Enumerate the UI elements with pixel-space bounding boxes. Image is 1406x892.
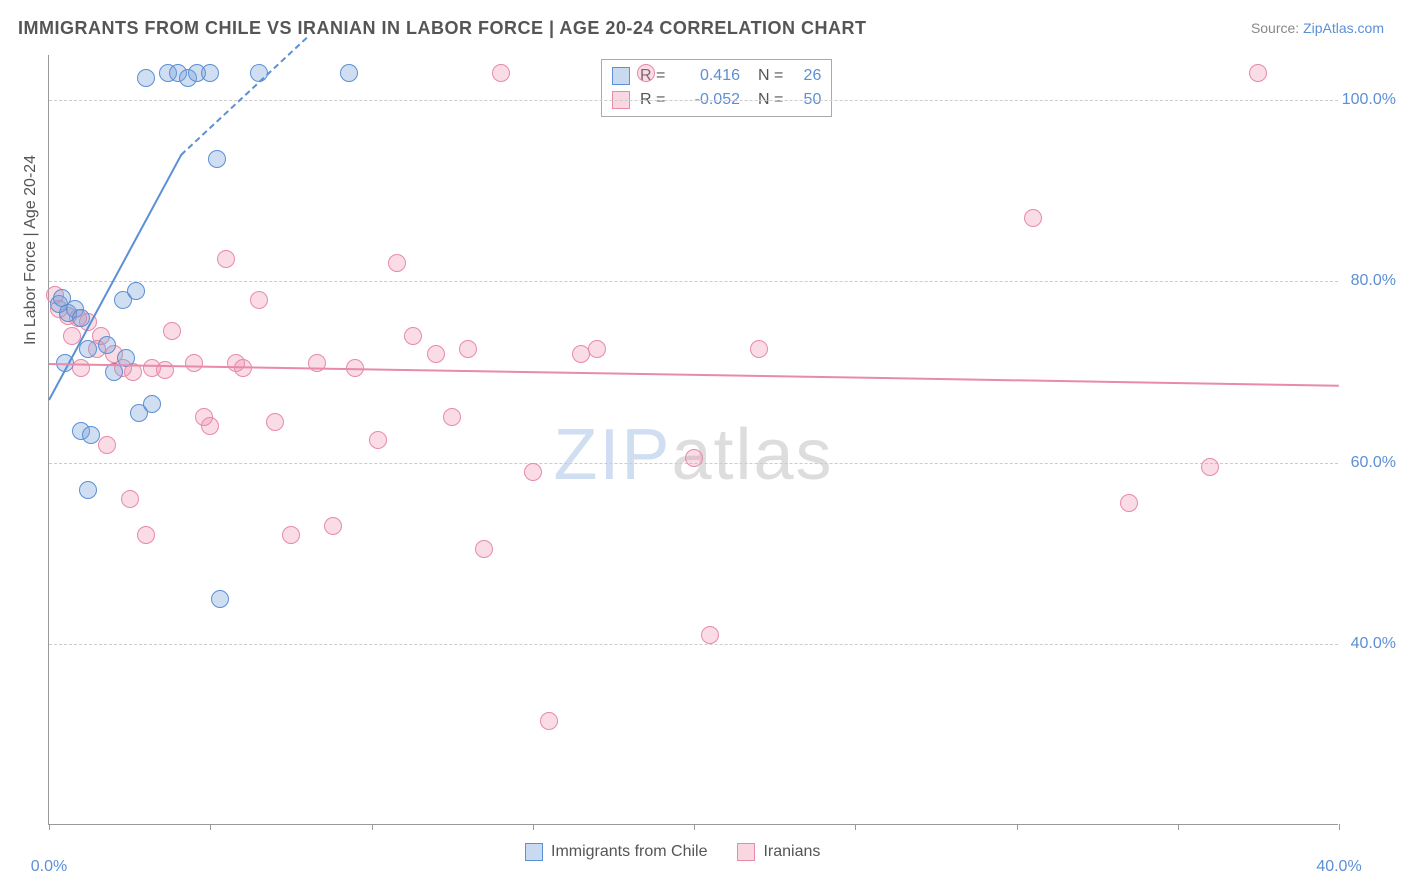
y-axis-title: In Labor Force | Age 20-24 <box>22 155 40 345</box>
x-tick <box>1178 824 1179 830</box>
gridline <box>49 644 1338 645</box>
x-tick <box>372 824 373 830</box>
series-legend: Immigrants from Chile Iranians <box>525 843 820 861</box>
data-point-iran <box>404 327 422 345</box>
data-point-iran <box>750 340 768 358</box>
data-point-chile <box>208 150 226 168</box>
chart-container: IMMIGRANTS FROM CHILE VS IRANIAN IN LABO… <box>0 0 1406 892</box>
data-point-iran <box>1120 494 1138 512</box>
data-point-iran <box>121 490 139 508</box>
x-tick <box>1017 824 1018 830</box>
data-point-iran <box>459 340 477 358</box>
x-tick <box>210 824 211 830</box>
data-point-chile <box>137 69 155 87</box>
data-point-chile <box>143 395 161 413</box>
data-point-iran <box>195 408 213 426</box>
data-point-iran <box>685 449 703 467</box>
x-tick-label: 0.0% <box>31 858 67 876</box>
data-point-iran <box>137 526 155 544</box>
data-point-chile <box>79 340 97 358</box>
swatch-iran <box>737 843 755 861</box>
data-point-iran <box>388 254 406 272</box>
gridline <box>49 281 1338 282</box>
source-link[interactable]: ZipAtlas.com <box>1303 20 1384 36</box>
y-tick-label: 80.0% <box>1351 272 1396 290</box>
data-point-chile <box>340 64 358 82</box>
data-point-iran <box>324 517 342 535</box>
data-point-iran <box>475 540 493 558</box>
data-point-chile <box>211 590 229 608</box>
source-credit: Source: ZipAtlas.com <box>1251 20 1384 36</box>
data-point-chile <box>79 481 97 499</box>
chart-title: IMMIGRANTS FROM CHILE VS IRANIAN IN LABO… <box>18 18 867 39</box>
data-point-iran <box>588 340 606 358</box>
data-point-chile <box>201 64 219 82</box>
data-point-iran <box>524 463 542 481</box>
x-tick <box>855 824 856 830</box>
data-point-chile <box>127 282 145 300</box>
data-point-chile <box>82 426 100 444</box>
swatch-chile <box>525 843 543 861</box>
data-point-iran <box>185 354 203 372</box>
data-point-iran <box>282 526 300 544</box>
data-point-iran <box>1024 209 1042 227</box>
data-point-iran <box>163 322 181 340</box>
data-point-iran <box>540 712 558 730</box>
scatter-plot-area: ZIPatlas R = 0.416 N = 26 R = -0.052 N =… <box>48 55 1338 825</box>
legend-item-iran: Iranians <box>737 843 820 861</box>
legend-item-chile: Immigrants from Chile <box>525 843 707 861</box>
data-point-iran <box>427 345 445 363</box>
data-point-iran <box>72 359 90 377</box>
data-point-iran <box>443 408 461 426</box>
y-tick-label: 40.0% <box>1351 635 1396 653</box>
x-tick <box>1339 824 1340 830</box>
data-point-iran <box>1249 64 1267 82</box>
data-point-chile <box>98 336 116 354</box>
x-tick <box>694 824 695 830</box>
y-tick-label: 60.0% <box>1351 454 1396 472</box>
gridline <box>49 100 1338 101</box>
x-tick <box>533 824 534 830</box>
swatch-chile <box>612 67 630 85</box>
x-tick <box>49 824 50 830</box>
data-point-iran <box>369 431 387 449</box>
correlation-legend: R = 0.416 N = 26 R = -0.052 N = 50 <box>601 59 832 117</box>
data-point-iran <box>1201 458 1219 476</box>
data-point-iran <box>98 436 116 454</box>
data-point-iran <box>250 291 268 309</box>
data-point-iran <box>266 413 284 431</box>
x-tick-label: 40.0% <box>1316 858 1361 876</box>
y-tick-label: 100.0% <box>1342 91 1396 109</box>
data-point-iran <box>217 250 235 268</box>
trendline-extrapolated <box>181 37 308 156</box>
data-point-iran <box>492 64 510 82</box>
data-point-iran <box>637 64 655 82</box>
data-point-iran <box>701 626 719 644</box>
